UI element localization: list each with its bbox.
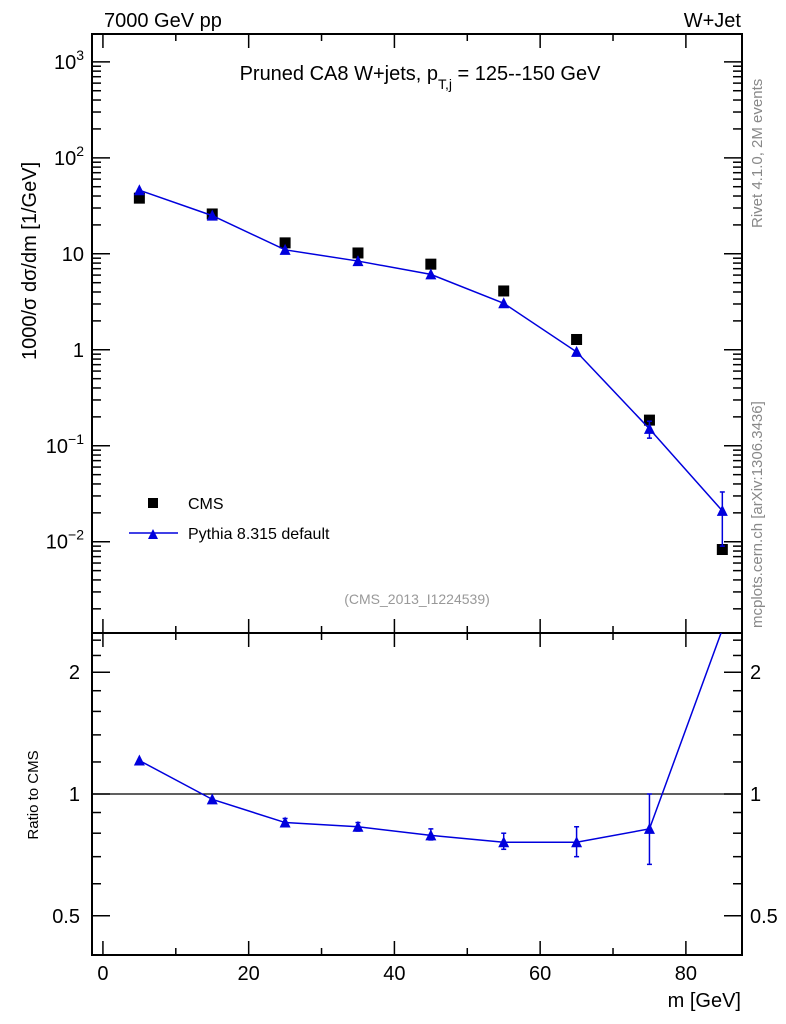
y-tick-label: 10−2 [46, 527, 84, 554]
y-tick-label: 10 [62, 244, 84, 266]
cms-data-point [133, 192, 145, 204]
pythia-data-point [716, 504, 728, 516]
y-axis-label: 1000/σ dσ/dm [1/GeV] [19, 162, 41, 360]
x-tick-label: 60 [529, 963, 551, 985]
pythia-data-point [498, 297, 510, 309]
ratio-series [133, 633, 722, 866]
legend-cms-label: CMS [188, 496, 224, 513]
main-frame [91, 33, 743, 634]
pythia-data-point [643, 422, 655, 434]
cms-data-point [352, 247, 364, 259]
pythia-data-point [425, 268, 437, 280]
header-left: 7000 GeV pp [104, 10, 222, 32]
ratio-data-point [279, 816, 291, 828]
y-tick-label: 10−1 [46, 431, 84, 458]
rivet-label: Rivet 4.1.0, 2M events [749, 79, 766, 228]
cms-data-point [498, 285, 510, 297]
cms-data-point [643, 414, 655, 426]
pythia-data-point [571, 345, 583, 357]
mcplots-label: mcplots.cern.ch [arXiv:1306.3436] [749, 401, 766, 628]
ratio-data-point [425, 829, 437, 841]
analysis-label: (CMS_2013_I1224539) [344, 591, 490, 607]
ratio-y-label: Ratio to CMS [25, 750, 42, 839]
ratio-line [139, 633, 722, 843]
pythia-line [139, 189, 723, 512]
x-tick-label: 40 [383, 963, 405, 985]
x-tick-label: 0 [97, 963, 108, 985]
title-subscript: T,j [438, 76, 452, 92]
ratio-data-point [352, 820, 364, 832]
ratio-y-tick-label-left: 0.5 [52, 906, 80, 928]
ratio-data-point [571, 836, 583, 848]
cms-data-point [425, 258, 437, 270]
x-tick-label: 20 [238, 963, 260, 985]
pythia-data-point [279, 243, 291, 255]
pythia-data-point [206, 209, 218, 221]
pythia-data-point [133, 184, 145, 196]
legend-mc-marker [148, 529, 158, 539]
legend: CMS Pythia 8.315 default [129, 496, 330, 543]
legend-mc-label: Pythia 8.315 default [188, 526, 330, 543]
ratio-data-point [498, 836, 510, 848]
title-main: Pruned CA8 W+jets, p [240, 63, 438, 85]
ratio-data-point [643, 822, 655, 834]
cms-data-point [279, 237, 291, 249]
ratio-data-point [206, 793, 218, 805]
pythia-data-point [352, 255, 364, 267]
cms-data-point [571, 333, 583, 345]
ratio-y-tick-label-right: 0.5 [750, 906, 778, 928]
ratio-y-tick-label-right: 2 [750, 662, 761, 684]
main-title: Pruned CA8 W+jets, pT,j = 125--150 GeV [240, 63, 602, 92]
legend-cms-marker [148, 498, 158, 508]
ratio-y-tick-label-left: 2 [69, 662, 80, 684]
header-right: W+Jet [684, 10, 742, 32]
x-tick-label: 80 [675, 963, 697, 985]
ratio-panel: 2 2 1 1 0.5 0.5 0 20 40 60 80 [52, 632, 778, 985]
x-axis-label: m [GeV] [668, 990, 741, 1012]
title-rest: = 125--150 GeV [452, 63, 601, 85]
ratio-y-tick-label-right: 1 [750, 784, 761, 806]
y-tick-label: 102 [54, 143, 84, 170]
cms-data-point [716, 544, 728, 556]
ratio-y-tick-label-left: 1 [69, 784, 80, 806]
y-tick-label: 103 [54, 47, 84, 74]
y-tick-label: 1 [73, 340, 84, 362]
ratio-data-point [133, 754, 145, 766]
